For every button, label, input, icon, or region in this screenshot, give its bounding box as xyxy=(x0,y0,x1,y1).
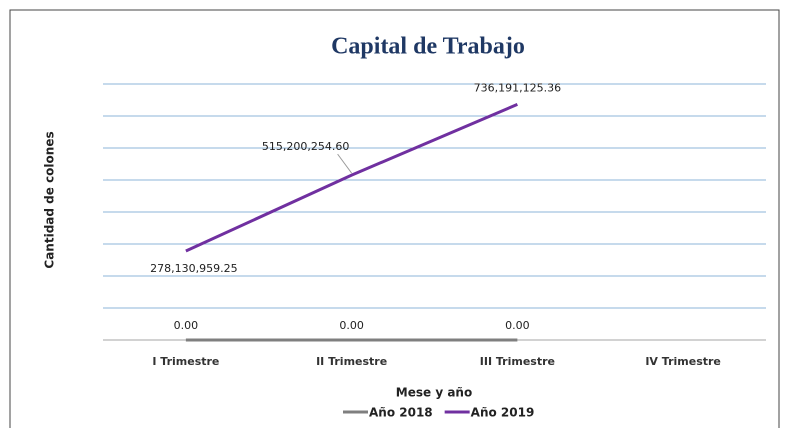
data-label: 0.00 xyxy=(174,319,199,332)
x-tick-label: IV Trimestre xyxy=(645,355,721,368)
x-tick-label: II Trimestre xyxy=(316,355,387,368)
leader-line xyxy=(337,153,353,174)
x-axis-title: Mese y año xyxy=(396,386,472,400)
x-tick-label: III Trimestre xyxy=(480,355,555,368)
legend-label: Año 2019 xyxy=(471,406,535,420)
data-label: 515,200,254.60 xyxy=(262,140,349,153)
y-axis-title: Cantidad de colones xyxy=(43,131,57,268)
chart-frame xyxy=(9,9,780,428)
series-line xyxy=(185,103,518,253)
legend-label: Año 2018 xyxy=(369,406,433,420)
x-tick-label: I Trimestre xyxy=(152,355,219,368)
data-label: 736,191,125.36 xyxy=(474,81,561,94)
data-label: 0.00 xyxy=(505,319,530,332)
chart-title: Capital de Trabajo xyxy=(331,34,525,60)
data-label: 0.00 xyxy=(339,319,364,332)
data-label: 278,130,959.25 xyxy=(150,262,237,275)
